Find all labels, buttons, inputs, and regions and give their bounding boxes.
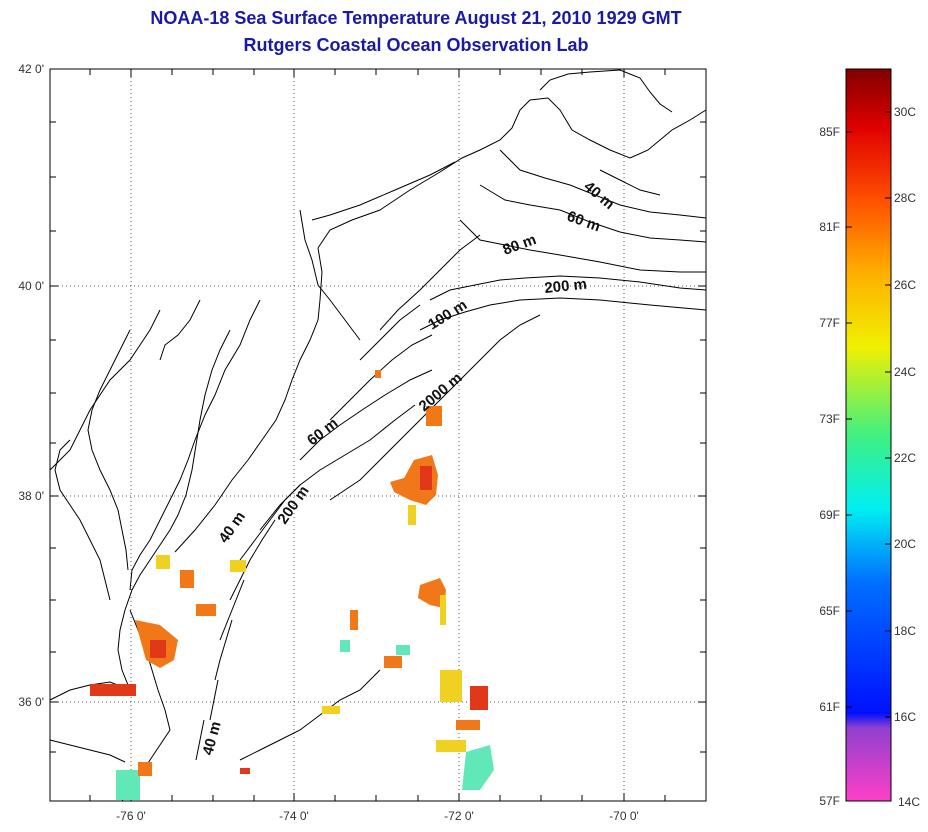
lat-label-36: 36 0' bbox=[18, 695, 44, 709]
colorbar-gradient bbox=[845, 68, 892, 802]
cb-f-61: 61F bbox=[819, 700, 840, 714]
cb-c-26: 26C bbox=[894, 278, 916, 292]
cb-c-24: 24C bbox=[894, 365, 916, 379]
graticule bbox=[50, 69, 706, 801]
cb-c-18: 18C bbox=[894, 624, 916, 638]
contour-label-200m-ne: 200 m bbox=[544, 276, 588, 297]
cb-c-16: 16C bbox=[894, 710, 916, 724]
lat-labels: 42 0' 40 0' 38 0' 36 0' bbox=[18, 62, 44, 709]
lon-label-76: -76 0' bbox=[116, 809, 146, 823]
lon-labels: -76 0' -74 0' -72 0' -70 0' bbox=[116, 809, 639, 823]
sst-patches bbox=[90, 370, 494, 800]
map-title: NOAA-18 Sea Surface Temperature August 2… bbox=[150, 8, 682, 28]
lat-label-42: 42 0' bbox=[18, 62, 44, 76]
cb-c-30: 30C bbox=[894, 105, 916, 119]
cb-f-73: 73F bbox=[819, 412, 840, 426]
lon-label-70: -70 0' bbox=[609, 809, 639, 823]
lat-label-38: 38 0' bbox=[18, 489, 44, 503]
lon-label-74: -74 0' bbox=[279, 809, 309, 823]
map-subtitle: Rutgers Coastal Ocean Observation Lab bbox=[243, 35, 589, 55]
cb-f-77: 77F bbox=[819, 316, 840, 330]
cb-c-20: 20C bbox=[894, 537, 916, 551]
cb-c-28: 28C bbox=[894, 191, 916, 205]
lat-label-40: 40 0' bbox=[18, 279, 44, 293]
cb-c-14: 14C bbox=[898, 795, 920, 809]
cb-c-22: 22C bbox=[894, 451, 916, 465]
cb-f-85: 85F bbox=[819, 125, 840, 139]
cb-f-57: 57F bbox=[819, 794, 840, 808]
colorbar: 85F 81F 77F 73F 69F 65F 61F 57F 30C 28C … bbox=[819, 68, 920, 809]
cb-f-69: 69F bbox=[819, 508, 840, 522]
cb-f-81: 81F bbox=[819, 220, 840, 234]
lon-label-72: -72 0' bbox=[444, 809, 474, 823]
cb-f-65: 65F bbox=[819, 604, 840, 618]
map-frame bbox=[49, 68, 707, 802]
